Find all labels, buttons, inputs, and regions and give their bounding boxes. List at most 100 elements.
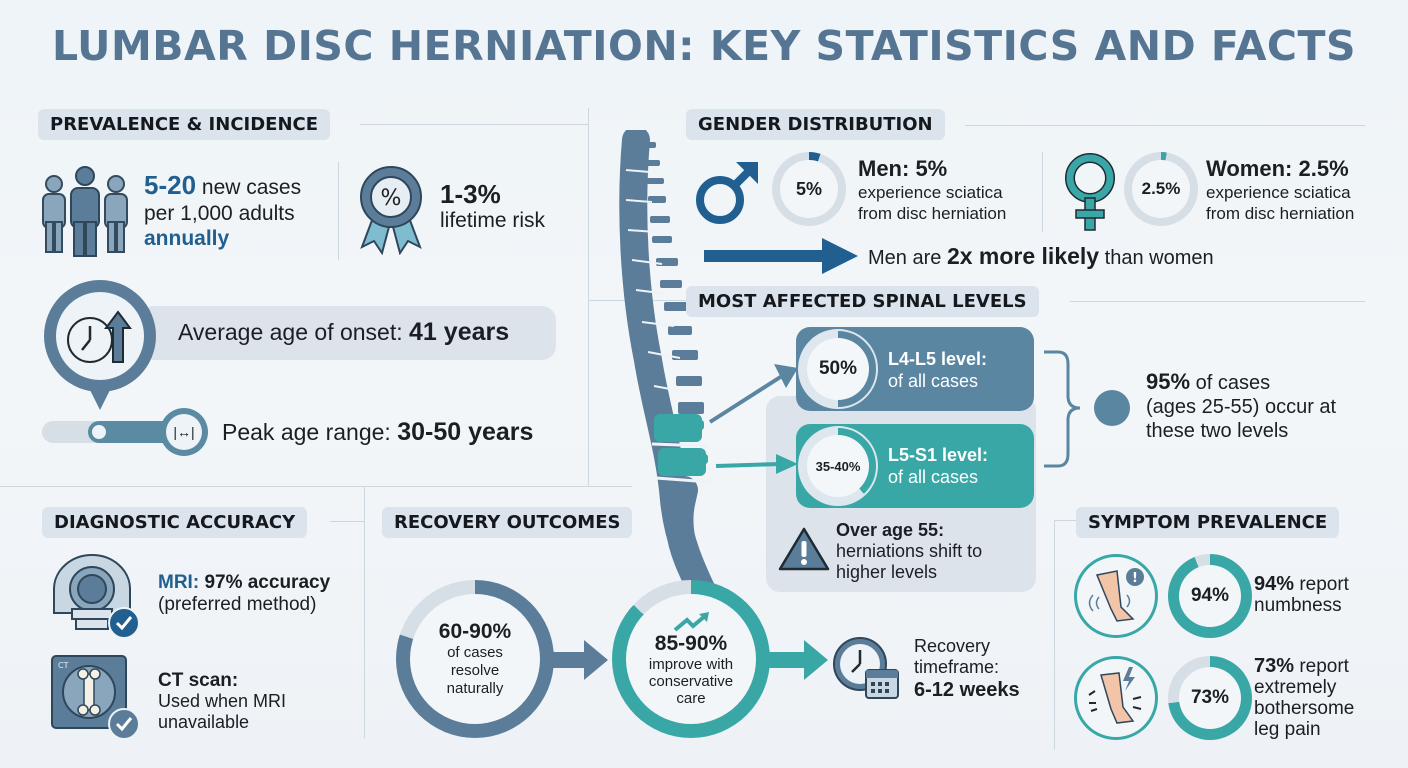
leg-pain-icon bbox=[1074, 656, 1158, 740]
natural-line2: resolve bbox=[450, 662, 500, 679]
mri-value: 97% accuracy bbox=[204, 572, 331, 593]
men-title: Men: 5% bbox=[858, 156, 948, 181]
divider bbox=[1054, 520, 1078, 521]
comparison-post: than women bbox=[1104, 247, 1214, 269]
conservative-line1: improve with bbox=[648, 655, 734, 673]
warning-text: Over age 55: herniations shift to higher… bbox=[836, 520, 982, 583]
page-title: LUMBAR DISC HERNIATION: KEY STATISTICS A… bbox=[51, 22, 1357, 70]
women-title: Women: 2.5% bbox=[1206, 156, 1349, 181]
leg-pain-line3: bothersome bbox=[1254, 698, 1355, 719]
women-ring-label: 2.5% bbox=[1132, 160, 1190, 218]
l4l5-text: L4-L5 level: of all cases bbox=[888, 348, 987, 392]
natural-line3: naturally bbox=[446, 680, 504, 697]
people-group-icon bbox=[40, 164, 130, 258]
lifetime-risk-stat: 1-3% lifetime risk bbox=[440, 180, 545, 234]
leg-numbness-icon: ! bbox=[1074, 554, 1158, 638]
natural-line1: of cases bbox=[447, 644, 503, 661]
timeframe-line2: timeframe: bbox=[914, 657, 1000, 677]
men-stat: Men: 5% experience sciatica from disc he… bbox=[858, 156, 1006, 224]
section-heading-symptoms: SYMPTOM PREVALENCE bbox=[1076, 507, 1340, 538]
warning-triangle-icon bbox=[778, 526, 830, 572]
arrow-right-icon bbox=[704, 238, 860, 274]
divider bbox=[965, 125, 1365, 126]
divider bbox=[364, 486, 365, 738]
clock-arrow-up-icon bbox=[40, 276, 160, 416]
summary-line1: of cases bbox=[1195, 372, 1271, 394]
natural-resolution-ring: 60-90% of cases resolve naturally bbox=[396, 580, 554, 738]
mri-sub: (preferred method) bbox=[158, 594, 317, 615]
leg-pain-ring: 73% bbox=[1168, 656, 1252, 740]
men-ring-label: 5% bbox=[780, 160, 838, 218]
bracket-connector bbox=[1044, 350, 1104, 468]
conservative-care-ring: 85-90% improve with conservative care bbox=[612, 580, 770, 738]
summary-line2: (ages 25-55) occur at bbox=[1146, 396, 1337, 418]
l4l5-title: L4-L5 level: bbox=[888, 349, 988, 369]
svg-text:%: % bbox=[381, 186, 402, 211]
numbness-ring: 94% bbox=[1168, 554, 1252, 638]
incidence-text: new cases bbox=[201, 176, 302, 199]
arrow-right-icon bbox=[760, 636, 830, 684]
conservative-value: 85-90% bbox=[654, 631, 728, 655]
l4l5-sub: of all cases bbox=[888, 371, 979, 391]
incidence-text-3: annually bbox=[144, 227, 230, 250]
range-arrows-icon: |↔| bbox=[160, 408, 208, 456]
avg-age-stat: Average age of onset: 41 years bbox=[178, 318, 509, 347]
leg-pain-line4: leg pain bbox=[1254, 719, 1321, 740]
l5s1-ring: 35-40% bbox=[798, 426, 878, 506]
numbness-stat: 94% report numbness bbox=[1254, 573, 1349, 617]
divider bbox=[330, 521, 364, 522]
divider bbox=[360, 124, 588, 125]
percent-badge-icon: % bbox=[356, 165, 426, 256]
range-handle bbox=[92, 425, 106, 439]
men-line1: experience sciatica bbox=[858, 183, 1003, 202]
leg-pain-stat: 73% report extremely bothersome leg pain bbox=[1254, 656, 1355, 741]
divider bbox=[1054, 520, 1055, 750]
summary-line3: these two levels bbox=[1146, 420, 1289, 442]
level-arrows-icon bbox=[706, 360, 802, 480]
women-percentage-ring: 2.5% bbox=[1124, 152, 1198, 226]
comparison-pre: Men are bbox=[868, 247, 942, 269]
timeframe-line1: Recovery bbox=[914, 636, 991, 656]
lifetime-risk-text: lifetime risk bbox=[440, 209, 546, 232]
numbness-bold: 94% bbox=[1254, 573, 1295, 595]
divider bbox=[1042, 152, 1043, 232]
l5s1-sub: of all cases bbox=[888, 467, 979, 487]
l5s1-title: L5-S1 level: bbox=[888, 445, 989, 465]
ct-stat: CT scan: Used when MRI unavailable bbox=[158, 670, 286, 733]
conservative-line3: care bbox=[676, 689, 706, 707]
women-stat: Women: 2.5% experience sciatica from dis… bbox=[1206, 156, 1354, 224]
section-heading-diagnostic: DIAGNOSTIC ACCURACY bbox=[42, 507, 308, 538]
leg-pain-ring-label: 73% bbox=[1179, 667, 1241, 729]
men-percentage-ring: 5% bbox=[772, 152, 846, 226]
peak-age-stat: Peak age range: 30-50 years bbox=[222, 418, 533, 447]
divider bbox=[0, 486, 632, 487]
section-heading-recovery: RECOVERY OUTCOMES bbox=[382, 507, 633, 538]
women-line1: experience sciatica bbox=[1206, 183, 1351, 202]
clock-calendar-icon bbox=[832, 636, 902, 702]
ct-scan-bone-icon: CT bbox=[50, 654, 142, 740]
leg-pain-line1: report bbox=[1299, 656, 1349, 677]
gender-comparison: Men are 2x more likely than women bbox=[868, 243, 1214, 270]
divider bbox=[338, 162, 339, 260]
summary-bold: 95% bbox=[1146, 369, 1191, 394]
vertebra-circle-icon bbox=[1094, 390, 1130, 426]
l5s1-ring-label: 35-40% bbox=[807, 435, 869, 497]
section-heading-gender: GENDER DISTRIBUTION bbox=[686, 109, 945, 140]
peak-age-label: Peak age range: bbox=[222, 419, 391, 445]
warning-line1: herniations shift to bbox=[836, 541, 983, 561]
numbness-line2: numbness bbox=[1254, 595, 1342, 616]
peak-age-value: 30-50 years bbox=[397, 418, 534, 446]
levels-summary: 95% of cases (ages 25-55) occur at these… bbox=[1146, 370, 1336, 443]
ct-label: CT scan: bbox=[158, 670, 239, 691]
conservative-line2: conservative bbox=[648, 672, 734, 690]
mri-label: MRI: bbox=[158, 572, 200, 593]
recovery-timeframe: Recovery timeframe: 6-12 weeks bbox=[914, 636, 1020, 702]
avg-age-label: Average age of onset: bbox=[178, 319, 403, 345]
numbness-ring-label: 94% bbox=[1179, 565, 1241, 627]
natural-value: 60-90% bbox=[438, 620, 512, 643]
leg-pain-line2: extremely bbox=[1254, 677, 1337, 698]
male-symbol-icon bbox=[692, 158, 762, 228]
female-symbol-icon bbox=[1060, 152, 1120, 234]
numbness-line1: report bbox=[1299, 574, 1349, 595]
mri-scanner-icon bbox=[50, 553, 142, 639]
